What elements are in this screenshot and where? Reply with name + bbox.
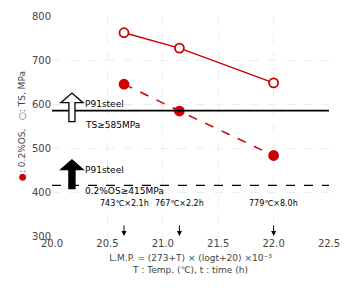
svg-text:●: 0.2%OS, ○: TS, MPa: ●: 0.2%OS, ○: TS, MPa xyxy=(17,71,27,181)
svg-text:400: 400 xyxy=(32,187,51,198)
svg-text:300: 300 xyxy=(32,231,51,242)
svg-text:700: 700 xyxy=(32,55,51,66)
svg-text:500: 500 xyxy=(32,143,51,154)
svg-text:767℃×2.2h: 767℃×2.2h xyxy=(155,199,204,208)
svg-text:21.0: 21.0 xyxy=(152,238,174,249)
svg-text:22.5: 22.5 xyxy=(318,238,340,249)
svg-text:L.M.P. = (273+T) × (logt+20) ×: L.M.P. = (273+T) × (logt+20) ×10⁻³T : Te… xyxy=(109,253,272,275)
svg-text:800: 800 xyxy=(32,11,51,22)
svg-text:20.5: 20.5 xyxy=(96,238,118,249)
svg-text:22.0: 22.0 xyxy=(262,238,284,249)
svg-text:21.5: 21.5 xyxy=(207,238,229,249)
svg-text:743℃×2.1h: 743℃×2.1h xyxy=(100,199,149,208)
svg-text:TS≥585MPa: TS≥585MPa xyxy=(85,120,140,130)
svg-text:P91steel: P91steel xyxy=(85,165,124,175)
svg-text:20.0: 20.0 xyxy=(41,238,63,249)
svg-text:779℃×8.0h: 779℃×8.0h xyxy=(249,199,298,208)
svg-text:P91steel: P91steel xyxy=(85,99,124,109)
svg-text:0.2%OS≥415MPa: 0.2%OS≥415MPa xyxy=(85,186,164,196)
svg-text:600: 600 xyxy=(32,99,51,110)
